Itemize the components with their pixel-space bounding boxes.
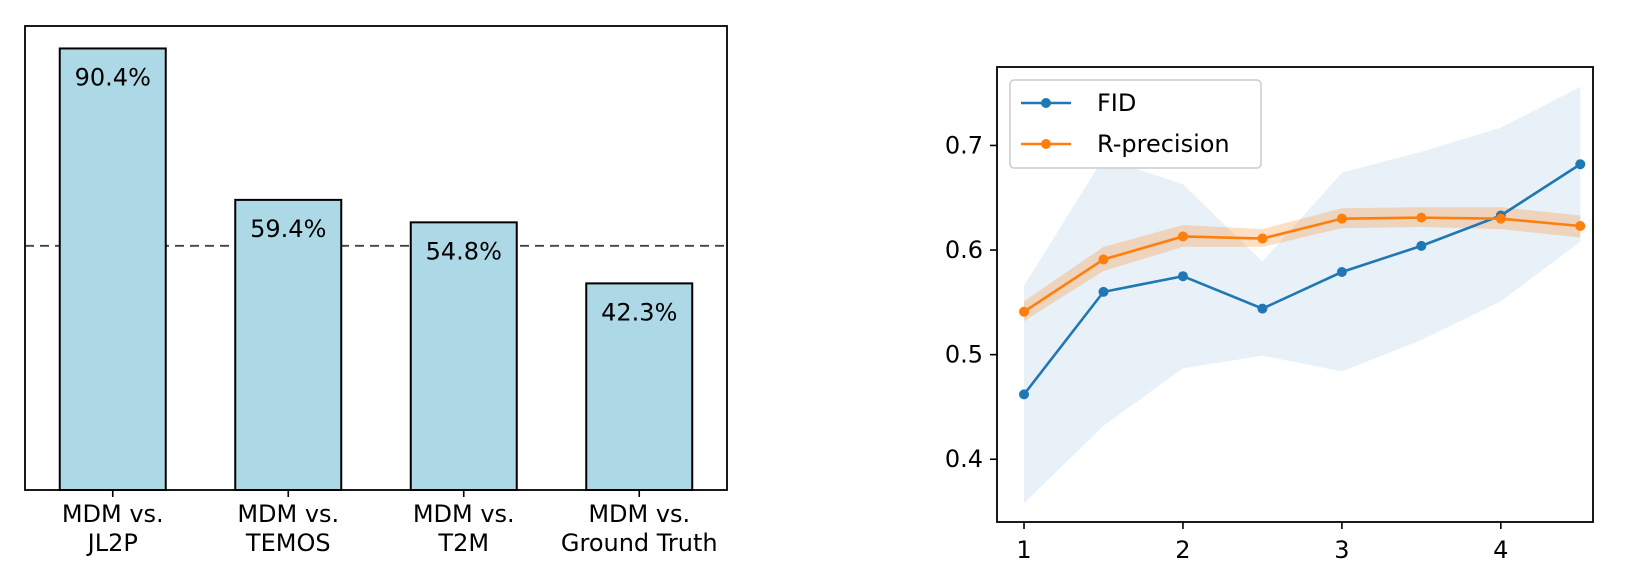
y-tick-label: 0.5 bbox=[945, 341, 983, 369]
bar-data-label: 59.4% bbox=[250, 215, 326, 243]
x-tick-label: T2M bbox=[437, 529, 489, 557]
y-tick-label: 0.4 bbox=[945, 445, 983, 473]
bar bbox=[585, 282, 694, 491]
line-chart: 1 2 3 4 0.4 0.5 0.6 0.7 FID R-precision bbox=[945, 66, 1594, 564]
data-point bbox=[1019, 389, 1030, 400]
legend-swatch-marker bbox=[1041, 98, 1051, 108]
data-point bbox=[1575, 220, 1586, 231]
x-tick-label: 3 bbox=[1334, 536, 1349, 564]
data-point bbox=[1336, 213, 1347, 224]
data-point bbox=[1177, 271, 1188, 282]
x-tick-label: Ground Truth bbox=[561, 529, 718, 557]
data-point bbox=[1177, 231, 1188, 242]
data-point bbox=[1257, 233, 1268, 244]
x-tick-label: JL2P bbox=[86, 529, 138, 557]
x-tick-label: MDM vs. bbox=[62, 500, 164, 528]
x-tick-label: MDM vs. bbox=[413, 500, 515, 528]
legend-label: R-precision bbox=[1097, 130, 1230, 158]
legend: FID R-precision bbox=[1009, 79, 1262, 169]
series-line bbox=[1023, 216, 1581, 313]
x-tick-label: MDM vs. bbox=[237, 500, 339, 528]
bar bbox=[58, 47, 167, 491]
data-point bbox=[1495, 213, 1506, 224]
x-tick-label: 1 bbox=[1016, 536, 1031, 564]
legend-label: FID bbox=[1097, 89, 1136, 117]
x-tick-label: TEMOS bbox=[245, 529, 331, 557]
data-point bbox=[1257, 303, 1268, 314]
x-tick-label: MDM vs. bbox=[588, 500, 690, 528]
plot-frame bbox=[24, 25, 728, 491]
data-point bbox=[1019, 306, 1030, 317]
data-point bbox=[1336, 267, 1347, 278]
data-point bbox=[1098, 254, 1109, 265]
confidence-band bbox=[1024, 86, 1581, 504]
data-point bbox=[1416, 212, 1427, 223]
bar-data-label: 90.4% bbox=[75, 63, 151, 91]
series-line bbox=[1022, 163, 1581, 396]
bar-data-label: 42.3% bbox=[601, 298, 677, 326]
x-tick-label: 2 bbox=[1175, 536, 1190, 564]
bar bbox=[409, 221, 518, 491]
bar bbox=[234, 198, 343, 491]
x-tick-label: 4 bbox=[1493, 536, 1508, 564]
y-tick-label: 0.7 bbox=[945, 131, 983, 159]
legend-swatch-marker bbox=[1041, 139, 1051, 149]
data-point bbox=[1575, 159, 1586, 170]
data-point bbox=[1416, 240, 1427, 251]
bar-data-label: 54.8% bbox=[426, 237, 502, 265]
data-point bbox=[1098, 286, 1109, 297]
plot-frame bbox=[996, 66, 1594, 523]
y-tick-label: 0.6 bbox=[945, 236, 983, 264]
confidence-band bbox=[1024, 207, 1581, 322]
legend-frame bbox=[1009, 79, 1262, 169]
